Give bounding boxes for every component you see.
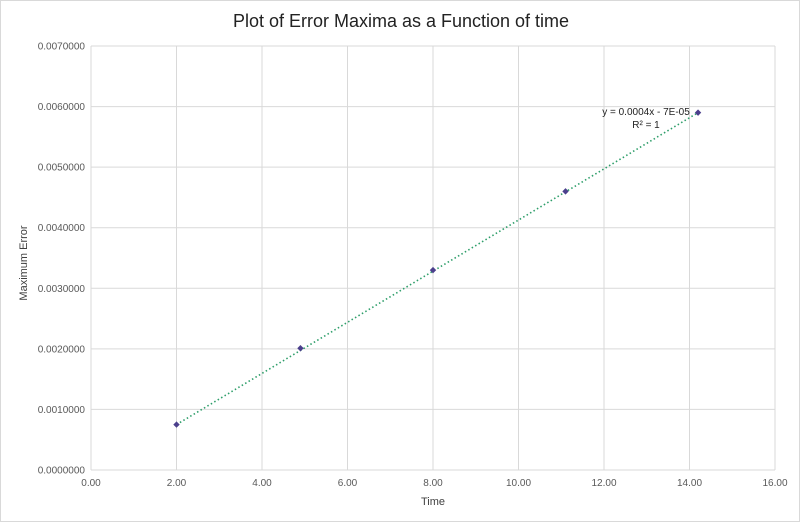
axes: 0.0000000 0.0010000 0.0020000 0.0030000 0.00… xyxy=(38,42,788,490)
trendline-r-squared: R² = 1 xyxy=(632,120,660,131)
x-tick-label: 14.00 xyxy=(677,478,702,489)
trendline xyxy=(176,111,699,426)
y-tick-label: 0.0050000 xyxy=(38,163,86,174)
data-point xyxy=(173,421,180,428)
x-tick-label: 0.00 xyxy=(81,478,101,489)
y-tick-label: 0.0020000 xyxy=(38,344,86,355)
x-tick-label: 10.00 xyxy=(506,478,531,489)
y-tick-label: 0.0010000 xyxy=(38,405,86,416)
y-axis-title: Maximum Error xyxy=(18,225,30,301)
y-tick-label: 0.0060000 xyxy=(38,102,86,113)
data-point xyxy=(694,109,702,116)
x-tick-label: 12.00 xyxy=(591,478,616,489)
y-tick-label: 0.0070000 xyxy=(38,42,86,53)
data-point xyxy=(562,188,569,195)
y-tick-label: 0.0030000 xyxy=(38,284,86,295)
trendline-layer xyxy=(176,111,699,426)
data-point xyxy=(429,266,437,274)
x-tick-label: 16.00 xyxy=(762,478,787,489)
trendline-equation: y = 0.0004x - 7E-05 xyxy=(602,107,690,118)
y-tick-label: 0.0000000 xyxy=(38,466,86,477)
grid xyxy=(90,45,776,471)
x-tick-label: 6.00 xyxy=(338,478,358,489)
x-tick-label: 4.00 xyxy=(252,478,272,489)
data-points xyxy=(173,109,702,428)
x-tick-label: 8.00 xyxy=(423,478,443,489)
y-tick-label: 0.0040000 xyxy=(38,223,86,234)
data-point xyxy=(297,345,304,352)
x-axis-title: Time xyxy=(421,496,445,508)
x-tick-label: 2.00 xyxy=(167,478,187,489)
chart-title: Plot of Error Maxima as a Function of ti… xyxy=(233,11,569,31)
